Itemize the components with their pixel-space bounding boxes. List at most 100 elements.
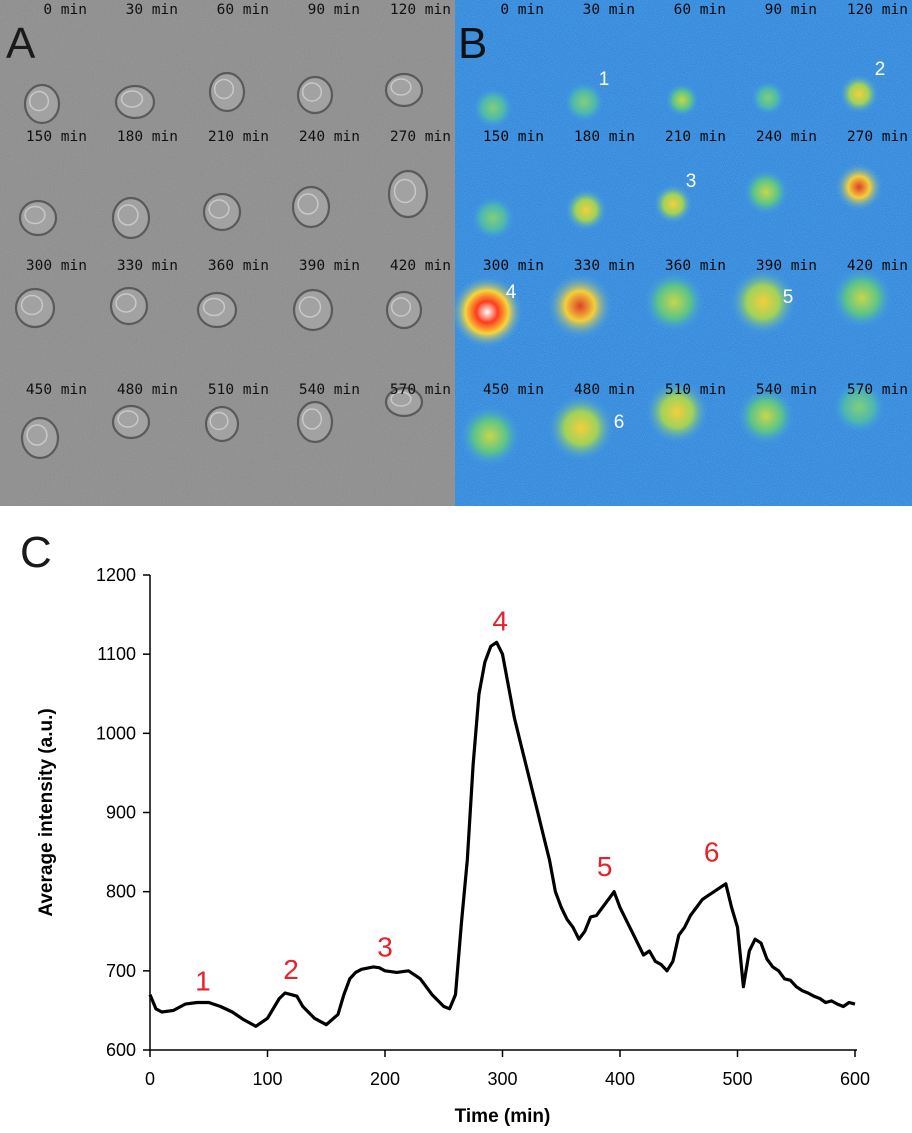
time-label-b: 60 min <box>674 2 726 18</box>
panel-label-b: B <box>458 19 487 68</box>
time-label-b: 360 min <box>665 258 726 274</box>
y-tick-label: 900 <box>106 803 136 823</box>
y-tick-label: 1200 <box>96 565 136 585</box>
brightfield-cell-highlight <box>117 410 139 428</box>
time-label-b: 450 min <box>483 382 544 398</box>
time-label-b: 480 min <box>574 382 635 398</box>
time-label-b: 570 min <box>847 382 908 398</box>
time-label-a: 360 min <box>208 258 269 274</box>
time-label-a: 270 min <box>390 129 451 145</box>
brightfield-cell-highlight <box>301 82 323 102</box>
brightfield-cell <box>111 404 151 440</box>
time-label-a: 570 min <box>390 382 451 398</box>
brightfield-cell-highlight <box>209 411 229 431</box>
y-tick-label: 1100 <box>97 644 136 664</box>
time-label-b: 270 min <box>847 129 908 145</box>
brightfield-cell-highlight <box>20 294 44 316</box>
y-axis-title: Average intensity (a.u.) <box>36 708 57 916</box>
fluorescence-cell <box>751 81 785 115</box>
brightfield-cell-highlight <box>390 78 412 96</box>
x-tick-label: 300 <box>487 1069 517 1089</box>
time-label-a: 510 min <box>208 382 269 398</box>
y-tick-label: 1000 <box>96 723 136 743</box>
time-label-a: 0 min <box>43 2 87 18</box>
fluorescence-cell <box>743 169 789 215</box>
fluorescence-cell <box>473 88 513 128</box>
time-label-a: 150 min <box>26 129 87 145</box>
y-tick-label: 700 <box>106 961 136 981</box>
brightfield-cell <box>109 286 149 326</box>
peak-label: 1 <box>195 966 211 997</box>
peak-label: 5 <box>597 851 613 882</box>
time-label-b: 540 min <box>756 382 817 398</box>
time-label-a: 30 min <box>126 2 178 18</box>
brightfield-cell <box>385 290 423 330</box>
brightfield-cell <box>296 400 334 444</box>
x-tick-label: 600 <box>840 1069 870 1089</box>
fluorescence-cell-numbers: 1 2 3 4 5 6 <box>506 59 886 433</box>
panel-label-c: C <box>20 528 52 577</box>
fluorescence-cell <box>645 380 709 444</box>
fluorescence-cell <box>730 269 796 335</box>
time-label-a: 480 min <box>117 382 178 398</box>
fluorescence-cell <box>653 184 693 224</box>
time-label-a: 240 min <box>299 129 360 145</box>
brightfield-cell <box>208 71 246 113</box>
cell-number-label: 5 <box>783 287 794 308</box>
brightfield-cell <box>23 83 61 125</box>
brightfield-cell-highlight <box>393 178 417 204</box>
brightfield-time-labels: 0 min 30 min 60 min 90 min 120 min 150 min 180… <box>26 2 451 398</box>
brightfield-cells <box>14 71 429 460</box>
fluorescence-cell <box>547 273 613 339</box>
fluorescence-cell <box>564 82 604 122</box>
time-label-b: 30 min <box>583 2 635 18</box>
brightfield-cell-highlight <box>120 90 144 108</box>
time-label-b: 120 min <box>847 2 908 18</box>
brightfield-cell-highlight <box>390 297 412 317</box>
cell-number-label: 2 <box>875 59 886 80</box>
brightfield-cell <box>296 75 334 115</box>
time-label-b: 210 min <box>665 129 726 145</box>
brightfield-cell <box>384 386 424 418</box>
brightfield-cell <box>202 192 242 232</box>
brightfield-cell-highlight <box>390 391 412 407</box>
brightfield-cell <box>114 84 156 120</box>
time-label-a: 420 min <box>390 258 451 274</box>
time-label-b: 180 min <box>574 129 635 145</box>
time-label-a: 90 min <box>308 2 360 18</box>
brightfield-cell-highlight <box>24 205 46 225</box>
time-label-b: 300 min <box>483 258 544 274</box>
y-tick-label: 600 <box>106 1040 136 1060</box>
fluorescence-cell <box>832 268 892 328</box>
fluorescence-cell <box>835 163 883 211</box>
x-tick-label: 400 <box>605 1069 635 1089</box>
peak-label: 2 <box>283 954 299 985</box>
brightfield-cell-highlight <box>202 297 226 317</box>
time-label-a: 60 min <box>217 2 269 18</box>
peak-label: 6 <box>704 837 720 868</box>
brightfield-cell <box>384 72 424 108</box>
brightfield-cell-highlight <box>28 90 50 112</box>
time-label-a: 210 min <box>208 129 269 145</box>
peak-annotations: 1 2 3 4 5 6 <box>195 605 719 996</box>
x-tick-label: 0 <box>145 1069 155 1089</box>
time-label-a: 180 min <box>117 129 178 145</box>
cell-number-label: 4 <box>506 282 517 303</box>
x-tick-label: 200 <box>370 1069 400 1089</box>
fluorescence-cell <box>548 395 614 461</box>
fluorescence-cell <box>565 189 607 231</box>
fluorescence-cell <box>665 83 699 117</box>
brightfield-panel: 0 min 30 min 60 min 90 min 120 min 150 min 180… <box>0 0 455 506</box>
fluorescence-cell <box>472 197 514 239</box>
brightfield-cell-highlight <box>26 424 48 446</box>
time-label-b: 390 min <box>756 258 817 274</box>
time-label-b: 420 min <box>847 258 908 274</box>
time-label-b: 150 min <box>483 129 544 145</box>
fluorescence-cells <box>451 74 892 466</box>
cell-number-label: 3 <box>686 171 697 192</box>
time-label-b: 0 min <box>500 2 544 18</box>
x-axis-title: Time (min) <box>455 1106 551 1127</box>
fluorescence-panel: 0 min 30 min 60 min 90 min 120 min 150 min 180… <box>451 0 912 506</box>
peak-label: 4 <box>492 605 508 636</box>
fluorescence-cell <box>833 381 885 433</box>
